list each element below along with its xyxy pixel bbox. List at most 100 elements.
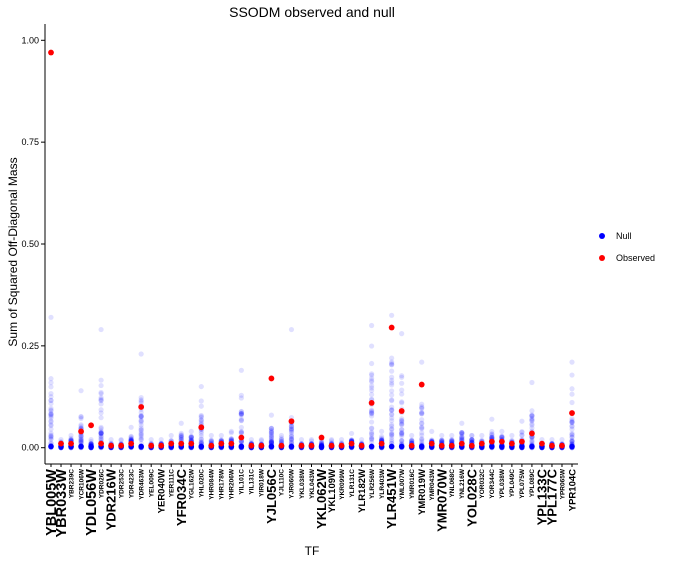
null-point bbox=[98, 391, 104, 397]
null-point bbox=[529, 422, 535, 428]
null-point bbox=[78, 423, 84, 429]
observed-point bbox=[468, 442, 475, 449]
null-point bbox=[389, 361, 395, 368]
null-point bbox=[98, 410, 104, 416]
null-point bbox=[369, 379, 375, 385]
null-point bbox=[529, 443, 535, 450]
null-point bbox=[569, 432, 575, 438]
legend-null-label: Null bbox=[616, 231, 632, 241]
null-point bbox=[399, 420, 405, 427]
chart-title: SSODM observed and null bbox=[229, 4, 395, 20]
null-point bbox=[369, 436, 375, 442]
null-point bbox=[419, 425, 425, 431]
null-point bbox=[389, 434, 395, 440]
null-point bbox=[268, 438, 275, 445]
null-point bbox=[128, 435, 134, 441]
null-point bbox=[529, 417, 535, 423]
null-point bbox=[399, 431, 405, 437]
null-point bbox=[298, 436, 305, 443]
observed-point bbox=[288, 418, 295, 425]
x-tick-label: YLR131C bbox=[349, 469, 356, 498]
x-tick-label: YJR060W bbox=[289, 468, 296, 498]
null-point bbox=[268, 428, 275, 434]
null-point bbox=[68, 435, 74, 441]
null-point bbox=[48, 411, 54, 417]
observed-point bbox=[268, 375, 275, 382]
null-point bbox=[399, 437, 405, 444]
null-point bbox=[569, 438, 575, 444]
null-point bbox=[48, 314, 54, 320]
observed-point bbox=[248, 442, 255, 449]
null-point bbox=[399, 374, 405, 380]
x-tick-label: YDR216W bbox=[104, 468, 119, 530]
null-point bbox=[48, 376, 54, 382]
null-point bbox=[369, 431, 375, 438]
null-point bbox=[389, 404, 395, 410]
x-tick-label: YLR182W bbox=[357, 469, 368, 513]
null-point bbox=[439, 437, 445, 443]
null-point bbox=[268, 428, 275, 434]
null-point bbox=[78, 433, 84, 439]
x-tick-label: YOR032C bbox=[479, 469, 486, 499]
null-point bbox=[369, 343, 375, 349]
observed-point bbox=[428, 440, 435, 447]
null-point bbox=[178, 435, 184, 441]
observed-point bbox=[408, 442, 415, 449]
x-tick-label: YNL068C bbox=[449, 469, 456, 498]
null-point bbox=[399, 418, 405, 424]
null-point bbox=[569, 391, 575, 397]
null-point bbox=[489, 428, 495, 435]
null-point bbox=[278, 432, 285, 439]
observed-point bbox=[569, 410, 575, 416]
null-point bbox=[238, 412, 244, 418]
null-point bbox=[449, 438, 455, 444]
null-point bbox=[399, 429, 405, 435]
null-point bbox=[268, 439, 275, 445]
null-point bbox=[268, 429, 275, 435]
null-point bbox=[48, 436, 54, 442]
null-point bbox=[238, 428, 244, 434]
null-point bbox=[178, 434, 184, 440]
null-point bbox=[419, 426, 425, 432]
null-point bbox=[419, 430, 425, 436]
observed-point bbox=[188, 440, 195, 447]
null-point bbox=[288, 326, 295, 333]
null-point bbox=[288, 426, 295, 432]
null-point bbox=[369, 377, 375, 384]
null-point bbox=[389, 360, 395, 367]
observed-point bbox=[118, 442, 125, 449]
null-point bbox=[98, 430, 104, 437]
null-point bbox=[48, 422, 54, 429]
null-point bbox=[529, 421, 535, 427]
null-point bbox=[389, 377, 395, 383]
null-point bbox=[569, 438, 575, 445]
null-point bbox=[48, 436, 54, 442]
null-point bbox=[399, 400, 405, 406]
null-point bbox=[78, 415, 84, 422]
null-point bbox=[98, 326, 104, 333]
x-tick-label: YOL028C bbox=[464, 468, 479, 526]
null-point bbox=[178, 420, 184, 426]
null-point bbox=[98, 430, 104, 436]
null-point bbox=[48, 419, 54, 425]
null-point bbox=[489, 416, 495, 422]
y-tick-label: 0.00 bbox=[21, 443, 39, 453]
null-point bbox=[48, 413, 54, 419]
null-point bbox=[158, 436, 164, 443]
observed-point bbox=[448, 442, 455, 449]
null-point bbox=[288, 427, 295, 433]
legend: Null Observed bbox=[599, 231, 655, 263]
null-point bbox=[429, 428, 435, 435]
null-point bbox=[338, 436, 345, 443]
null-point bbox=[198, 439, 204, 445]
null-point bbox=[288, 432, 295, 438]
null-point bbox=[288, 423, 295, 429]
null-point bbox=[198, 436, 204, 442]
null-point bbox=[379, 433, 385, 440]
null-points bbox=[48, 312, 575, 451]
null-point bbox=[48, 426, 54, 432]
null-point bbox=[569, 416, 575, 422]
observed-point bbox=[108, 442, 115, 449]
null-point bbox=[369, 375, 375, 381]
x-tick-label: YOR344C bbox=[489, 469, 496, 499]
